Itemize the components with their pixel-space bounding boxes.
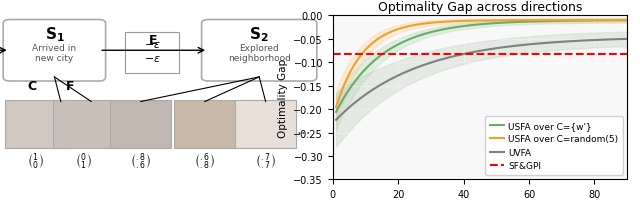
USFA over C={w'} bbox=[574, 20, 582, 23]
Text: $\binom{0}{1}$: $\binom{0}{1}$ bbox=[75, 151, 92, 172]
Text: E: E bbox=[149, 34, 158, 47]
Text: F: F bbox=[66, 79, 75, 92]
Text: $\binom{.7}{.7}$: $\binom{.7}{.7}$ bbox=[255, 151, 276, 172]
UVFA bbox=[611, 39, 618, 41]
USFA over C={w'} bbox=[332, 111, 340, 113]
Text: $\binom{.6}{.8}$: $\binom{.6}{.8}$ bbox=[194, 151, 216, 172]
Legend: USFA over C={w'}, USFA over C=random(5), UVFA, SF&GPI: USFA over C={w'}, USFA over C=random(5),… bbox=[486, 117, 623, 175]
FancyBboxPatch shape bbox=[3, 20, 106, 82]
UVFA bbox=[332, 119, 340, 121]
FancyBboxPatch shape bbox=[125, 33, 179, 73]
Text: C: C bbox=[28, 79, 36, 92]
FancyBboxPatch shape bbox=[236, 101, 296, 148]
SF&GPI bbox=[329, 54, 337, 56]
USFA over C=random(5) bbox=[574, 20, 582, 22]
Title: Optimality Gap across directions: Optimality Gap across directions bbox=[378, 1, 582, 14]
Text: $-\varepsilon$: $-\varepsilon$ bbox=[143, 40, 161, 50]
Text: $-\varepsilon$: $-\varepsilon$ bbox=[143, 54, 161, 64]
USFA over C={w'} bbox=[371, 59, 379, 62]
Text: $\mathbf{S_2}$: $\mathbf{S_2}$ bbox=[250, 25, 269, 44]
UVFA bbox=[420, 64, 428, 67]
Line: USFA over C={w'}: USFA over C={w'} bbox=[336, 21, 627, 112]
FancyBboxPatch shape bbox=[111, 101, 172, 148]
USFA over C={w'} bbox=[420, 33, 428, 36]
FancyBboxPatch shape bbox=[52, 101, 114, 148]
Text: ...: ... bbox=[297, 121, 311, 136]
Line: UVFA: UVFA bbox=[336, 40, 627, 120]
Text: $\binom{.8}{.6}$: $\binom{.8}{.6}$ bbox=[130, 151, 152, 172]
UVFA bbox=[623, 38, 631, 41]
Text: Arrived in
new city: Arrived in new city bbox=[33, 43, 76, 63]
Line: USFA over C=random(5): USFA over C=random(5) bbox=[336, 21, 627, 108]
USFA over C={w'} bbox=[581, 20, 589, 23]
Text: Explored
neighborhood: Explored neighborhood bbox=[228, 43, 291, 63]
FancyBboxPatch shape bbox=[174, 101, 236, 148]
USFA over C={w'} bbox=[535, 21, 543, 23]
UVFA bbox=[581, 40, 589, 42]
UVFA bbox=[574, 40, 582, 43]
USFA over C=random(5) bbox=[420, 23, 428, 26]
USFA over C=random(5) bbox=[581, 20, 589, 22]
USFA over C={w'} bbox=[611, 20, 618, 22]
FancyBboxPatch shape bbox=[5, 101, 66, 148]
Text: $\binom{1}{0}$: $\binom{1}{0}$ bbox=[27, 151, 44, 172]
USFA over C=random(5) bbox=[332, 107, 340, 109]
Y-axis label: Optimality Gap: Optimality Gap bbox=[278, 59, 288, 137]
Text: $\mathbf{S_1}$: $\mathbf{S_1}$ bbox=[45, 25, 64, 44]
USFA over C=random(5) bbox=[623, 20, 631, 22]
USFA over C={w'} bbox=[623, 20, 631, 22]
UVFA bbox=[535, 43, 543, 45]
USFA over C=random(5) bbox=[535, 20, 543, 22]
FancyBboxPatch shape bbox=[202, 20, 317, 82]
UVFA bbox=[371, 87, 379, 90]
USFA over C=random(5) bbox=[371, 40, 379, 43]
USFA over C=random(5) bbox=[611, 20, 618, 22]
SF&GPI bbox=[332, 54, 340, 56]
